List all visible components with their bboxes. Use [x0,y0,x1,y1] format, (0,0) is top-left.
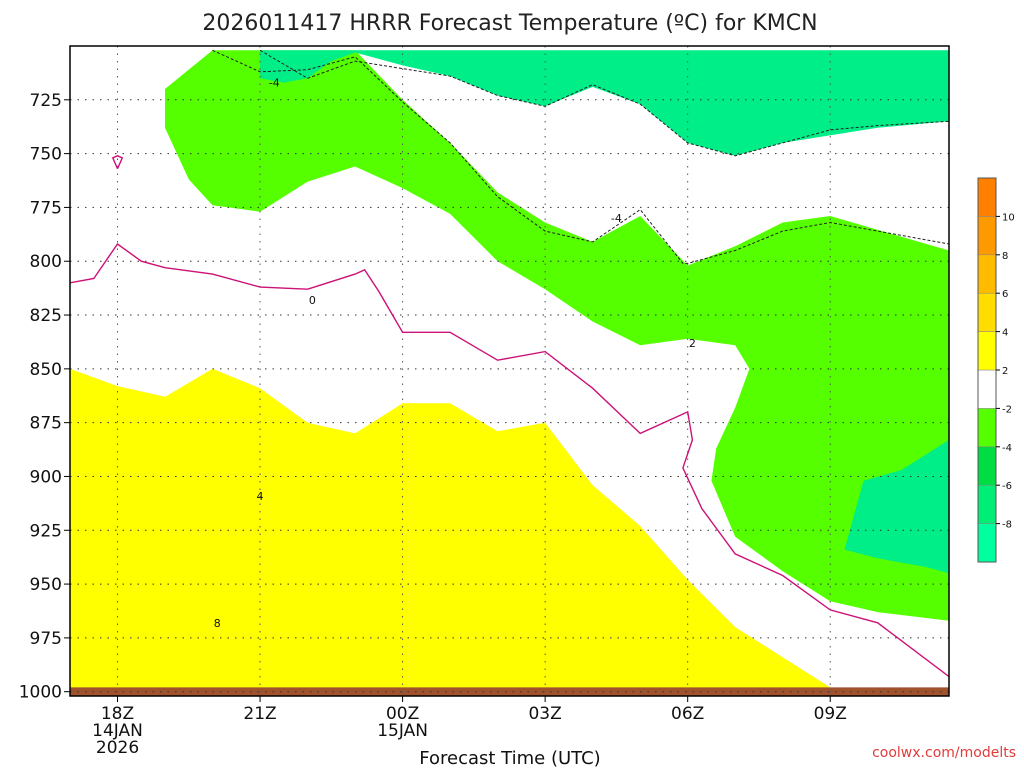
colorbar-swatch-6 [977,292,997,332]
colorbar-swatch-7 [977,254,997,294]
x-tick-label-2-1: 15JAN [377,721,428,741]
x-tick-label-4-0: 06Z [671,704,704,724]
y-tick-label-8: 925 [30,521,62,541]
colorbar-swatch-1 [977,484,997,524]
contour-label-2: 0 [309,294,316,307]
y-tick-label-11: 1000 [19,683,62,703]
y-tick-label-4: 825 [30,306,62,326]
colorbar-tick-label-8: 10 [1002,212,1015,223]
temperature-band-6 [260,50,949,156]
x-tick-label-2-0: 00Z [386,704,419,724]
chart-title: 2026011417 HRRR Forecast Temperature (ºC… [202,11,817,36]
temperature-band-5 [165,50,949,621]
y-tick-label-9: 950 [30,575,62,595]
contour-label-4: 4 [257,490,264,503]
colorbar-tick-label-0: -8 [1002,520,1012,531]
contour-label-1: -4 [611,212,622,225]
plot-area [70,46,949,696]
colorbar-swatch-0 [977,523,997,563]
colorbar-tick-label-2: -4 [1002,443,1012,454]
colorbar-swatch-2 [977,446,997,486]
contour-label-0: -4 [269,77,280,90]
colorbar-tick-label-4: 2 [1002,366,1008,377]
colorbar-tick-label-1: -6 [1002,481,1012,492]
plot-frame [69,45,950,697]
y-tick-label-6: 875 [30,414,62,434]
y-tick-label-3: 800 [30,252,62,272]
y-tick-label-1: 750 [30,145,62,165]
y-axis: 725 750 775 800 825 850 875 900 925 950 975 1000 [19,91,70,703]
colorbar-tick-label-6: 6 [1002,289,1008,300]
contour-line-3 [212,49,949,264]
colorbar-swatch-9 [977,177,997,217]
x-tick-label-0-2: 2026 [96,738,139,758]
contour-line-0 [70,243,308,290]
y-tick-label-10: 975 [30,629,62,649]
x-axis-title: Forecast Time (UTC) [419,748,600,768]
y-tick-label-0: 725 [30,91,62,111]
colorbar-tick-label-5: 4 [1002,328,1008,339]
contour-line-1 [111,155,124,169]
colorbar-swatch-5 [977,331,997,371]
temperature-band-7 [844,439,949,574]
x-tick-label-0-1: 14JAN [92,721,143,741]
contour-line-4 [259,49,949,157]
colorbar-tick-label-7: 8 [1002,251,1008,262]
x-tick-label-5-0: 09Z [814,704,847,724]
credit-link[interactable]: coolwx.com/modelts [872,745,1016,761]
colorbar-tick-label-3: -2 [1002,404,1012,415]
colorbar-swatch-8 [977,216,997,256]
contour-label-3: 2 [689,337,696,350]
contour-label-5: 8 [214,617,221,630]
contour-lines [70,49,949,678]
y-tick-label-7: 900 [30,467,62,487]
contour-line-2 [307,268,949,678]
temperature-band-9 [70,687,949,696]
colorbar: -8 -6 -4 -2 2 4 6 8 10 [977,177,1015,563]
colorbar-swatch-3 [977,408,997,448]
y-tick-label-5: 850 [30,360,62,380]
y-tick-label-2: 775 [30,198,62,218]
x-tick-label-1-0: 21Z [243,704,276,724]
x-tick-label-3-0: 03Z [528,704,561,724]
temperature-band-4 [70,368,854,696]
colorbar-swatch-4 [977,369,997,409]
contour-labels: -4 -4 0 2 4 8 [214,77,696,630]
x-tick-label-0-0: 18Z [101,704,134,724]
